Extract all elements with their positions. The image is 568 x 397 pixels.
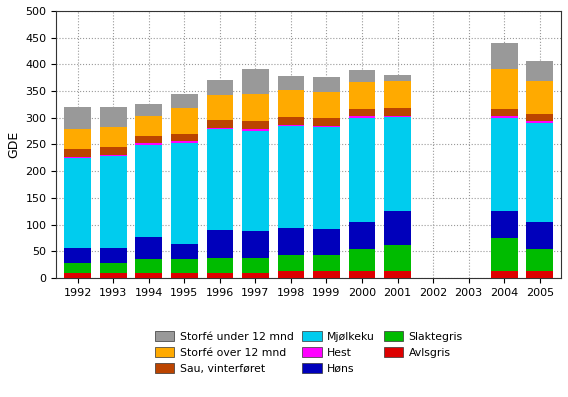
Bar bbox=[384, 108, 411, 116]
Bar bbox=[384, 245, 411, 271]
Bar bbox=[242, 231, 269, 258]
Bar bbox=[491, 118, 517, 211]
Bar bbox=[527, 81, 553, 114]
Bar bbox=[278, 126, 304, 228]
Bar bbox=[313, 126, 340, 127]
Bar bbox=[384, 117, 411, 211]
Bar bbox=[242, 258, 269, 273]
Bar bbox=[527, 249, 553, 271]
Bar bbox=[135, 145, 162, 237]
Bar bbox=[64, 106, 91, 129]
Bar bbox=[64, 263, 91, 273]
Bar bbox=[135, 143, 162, 145]
Bar bbox=[527, 271, 553, 278]
Bar bbox=[527, 121, 553, 123]
Bar bbox=[242, 69, 269, 94]
Bar bbox=[313, 229, 340, 256]
Bar bbox=[100, 154, 127, 156]
Bar bbox=[135, 116, 162, 136]
Bar bbox=[349, 109, 375, 116]
Bar bbox=[171, 94, 198, 108]
Bar bbox=[349, 271, 375, 278]
Bar bbox=[491, 271, 517, 278]
Bar bbox=[207, 273, 233, 278]
Bar bbox=[278, 256, 304, 272]
Bar bbox=[349, 118, 375, 222]
Bar bbox=[349, 70, 375, 82]
Bar bbox=[171, 143, 198, 244]
Bar bbox=[313, 77, 340, 92]
Bar bbox=[278, 117, 304, 125]
Bar bbox=[64, 273, 91, 278]
Bar bbox=[527, 222, 553, 249]
Bar bbox=[135, 136, 162, 143]
Bar bbox=[171, 244, 198, 259]
Bar bbox=[384, 116, 411, 117]
Bar bbox=[491, 116, 517, 118]
Bar bbox=[384, 75, 411, 81]
Bar bbox=[242, 131, 269, 231]
Bar bbox=[64, 157, 91, 158]
Bar bbox=[100, 147, 127, 154]
Bar bbox=[491, 43, 517, 69]
Bar bbox=[242, 94, 269, 121]
Bar bbox=[349, 82, 375, 109]
Bar bbox=[313, 92, 340, 118]
Bar bbox=[100, 127, 127, 147]
Bar bbox=[278, 75, 304, 91]
Legend: Storfé under 12 mnd, Storfé over 12 mnd, Sau, vinterføret, Mjølkeku, Hest, Høns,: Storfé under 12 mnd, Storfé over 12 mnd,… bbox=[154, 331, 463, 374]
Bar bbox=[207, 230, 233, 258]
Bar bbox=[242, 273, 269, 278]
Bar bbox=[349, 249, 375, 271]
Bar bbox=[207, 95, 233, 120]
Bar bbox=[207, 120, 233, 128]
Bar bbox=[242, 129, 269, 131]
Bar bbox=[100, 156, 127, 248]
Bar bbox=[64, 129, 91, 149]
Bar bbox=[278, 228, 304, 256]
Bar bbox=[313, 272, 340, 278]
Bar bbox=[491, 238, 517, 271]
Bar bbox=[171, 108, 198, 134]
Bar bbox=[100, 248, 127, 263]
Bar bbox=[491, 109, 517, 116]
Bar bbox=[64, 248, 91, 263]
Bar bbox=[491, 69, 517, 109]
Bar bbox=[527, 61, 553, 81]
Bar bbox=[384, 81, 411, 108]
Bar bbox=[100, 107, 127, 127]
Y-axis label: GDE: GDE bbox=[7, 131, 20, 158]
Bar bbox=[171, 141, 198, 143]
Bar bbox=[313, 127, 340, 229]
Bar bbox=[278, 125, 304, 126]
Bar bbox=[278, 272, 304, 278]
Bar bbox=[64, 149, 91, 157]
Bar bbox=[313, 256, 340, 272]
Bar bbox=[135, 237, 162, 259]
Bar bbox=[64, 158, 91, 248]
Bar bbox=[135, 259, 162, 273]
Bar bbox=[171, 134, 198, 141]
Bar bbox=[171, 259, 198, 273]
Bar bbox=[242, 121, 269, 129]
Bar bbox=[278, 91, 304, 117]
Bar bbox=[100, 273, 127, 278]
Bar bbox=[527, 114, 553, 121]
Bar bbox=[313, 118, 340, 126]
Bar bbox=[207, 80, 233, 95]
Bar bbox=[527, 123, 553, 222]
Bar bbox=[100, 263, 127, 273]
Bar bbox=[491, 211, 517, 238]
Bar bbox=[207, 128, 233, 129]
Bar bbox=[349, 222, 375, 249]
Bar bbox=[207, 258, 233, 273]
Bar bbox=[135, 273, 162, 278]
Bar bbox=[349, 116, 375, 118]
Bar bbox=[384, 271, 411, 278]
Bar bbox=[384, 211, 411, 245]
Bar bbox=[135, 104, 162, 116]
Bar bbox=[171, 273, 198, 278]
Bar bbox=[207, 129, 233, 230]
